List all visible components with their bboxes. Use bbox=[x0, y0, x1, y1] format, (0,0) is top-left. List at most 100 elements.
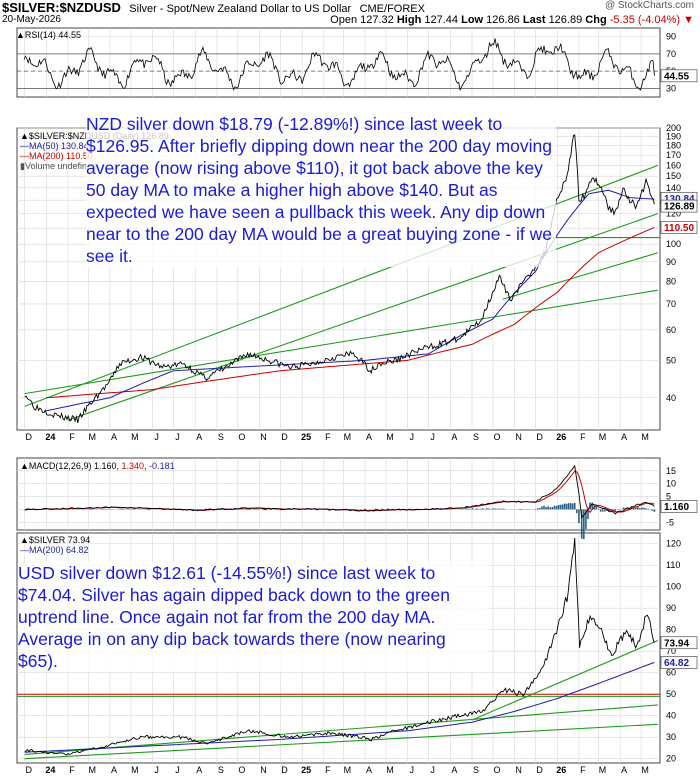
x-tick-label: J bbox=[154, 432, 159, 442]
macd-histogram-bar bbox=[565, 503, 568, 510]
macd-tick-label: 5 bbox=[666, 492, 671, 502]
macd-histogram-bar bbox=[578, 509, 580, 524]
x-tick-label: M bbox=[641, 432, 649, 442]
ma200-value-label-box bbox=[660, 221, 698, 234]
macd-histogram-bar bbox=[355, 509, 358, 510]
rsi-panel bbox=[16, 27, 661, 98]
ma200-value-label: 110.50 bbox=[664, 223, 694, 234]
nzd-annotation: NZD silver down $18.79 (-12.89%!) since … bbox=[86, 113, 556, 267]
symbol: $SILVER:$NZDUSD bbox=[2, 0, 121, 15]
macd-tick-label: 10 bbox=[666, 479, 676, 489]
x-tick-label: A bbox=[366, 765, 372, 775]
macd-histogram-bar bbox=[553, 505, 556, 510]
x-tick-label: S bbox=[473, 765, 479, 775]
x-tick-label: O bbox=[493, 765, 500, 775]
ma200-line bbox=[46, 226, 655, 399]
macd-histogram-bar bbox=[632, 508, 635, 510]
macd-histogram-bar bbox=[244, 508, 247, 510]
macd-icon: ▲ bbox=[20, 461, 29, 471]
main-tick-label: 80 bbox=[666, 277, 676, 287]
x-tick-label: J bbox=[409, 765, 414, 775]
macd-histogram-bar bbox=[576, 509, 578, 514]
price-value-label: 126.89 bbox=[664, 202, 695, 213]
main-tick-label: 120 bbox=[666, 209, 681, 219]
macd-histogram-bar bbox=[450, 508, 453, 510]
low-value: 126.86 bbox=[486, 14, 520, 26]
usd-legend-symbol: ▲$SILVER 73.94 bbox=[20, 535, 91, 545]
macd-legend: ▲MACD(12,26,9) 1.160, 1.340, -0.181 bbox=[20, 461, 175, 471]
macd-histogram-bar bbox=[603, 509, 606, 512]
ohlc-readout: Open 127.32 High 127.44 Low 126.86 Last … bbox=[330, 14, 694, 26]
macd-histogram-bar bbox=[626, 507, 629, 510]
macd-histogram-bar bbox=[547, 506, 549, 510]
x-tick-label: N bbox=[515, 765, 522, 775]
rsi-value-label-box bbox=[660, 69, 698, 83]
trend-line bbox=[24, 289, 658, 395]
chart-date: 20-May-2026 bbox=[2, 14, 61, 25]
usd-ma200-value-label: 64.82 bbox=[664, 658, 689, 669]
x-tick-label: A bbox=[621, 765, 627, 775]
main-tick-label: 180 bbox=[666, 141, 681, 151]
macd-histogram-bar bbox=[492, 508, 494, 510]
macd-histogram-bar bbox=[580, 509, 583, 539]
main-legend-ma50: —MA(50) 130.84 bbox=[20, 141, 89, 151]
x-tick-label: A bbox=[451, 765, 457, 775]
main-tick-label: 160 bbox=[666, 160, 681, 170]
main-legend-ma200: —MA(200) 110.50 bbox=[20, 151, 93, 161]
macd-histogram-bar bbox=[567, 503, 570, 510]
macd-histogram-bar bbox=[486, 508, 488, 510]
usd-tick-label: 80 bbox=[666, 625, 676, 635]
macd-histogram-bar bbox=[622, 507, 625, 510]
macd-histogram-bar bbox=[538, 508, 541, 510]
macd-histogram-bar bbox=[471, 508, 474, 510]
macd-histogram-bar bbox=[551, 507, 554, 510]
rsi-tick-label: 90 bbox=[666, 32, 676, 42]
x-tick-label: O bbox=[238, 432, 245, 442]
macd-histogram-bar bbox=[496, 508, 498, 510]
x-tick-label: M bbox=[386, 765, 394, 775]
x-tick-label: 26 bbox=[556, 765, 566, 775]
x-tick-label: O bbox=[493, 432, 500, 442]
macd-histogram-bar bbox=[557, 505, 560, 510]
macd-histogram-bar bbox=[563, 503, 566, 510]
macd-histogram-bar bbox=[569, 503, 572, 510]
macd-histogram-bar bbox=[599, 509, 602, 512]
x-tick-label: F bbox=[69, 432, 75, 442]
macd-histogram-bar bbox=[608, 509, 610, 512]
x-tick-label: 25 bbox=[301, 432, 311, 442]
x-tick-label: J bbox=[175, 765, 180, 775]
usd-legend-ma200: —MA(200) 64.82 bbox=[20, 545, 89, 555]
x-tick-label: F bbox=[325, 432, 331, 442]
x-tick-label: D bbox=[281, 765, 288, 775]
macd-histogram-bar bbox=[561, 504, 564, 510]
macd-histogram-bar bbox=[481, 508, 484, 510]
usd-price-line bbox=[24, 537, 655, 756]
usd-ma200-line bbox=[24, 661, 655, 753]
macd-histogram-bar bbox=[637, 506, 639, 510]
x-tick-label: N bbox=[260, 765, 267, 775]
main-tick-label: 70 bbox=[666, 299, 676, 309]
usd-annotation: USD silver down $12.61 (-14.55%!) since … bbox=[18, 562, 488, 672]
x-tick-label: S bbox=[218, 432, 224, 442]
x-tick-label: D bbox=[536, 765, 543, 775]
watermark: @ StockCharts.com bbox=[604, 0, 694, 11]
macd-histogram-bar bbox=[387, 508, 390, 510]
usd-tick-label: 100 bbox=[666, 582, 681, 592]
macd-histogram-bar bbox=[549, 507, 552, 510]
macd-histogram-bar bbox=[255, 508, 257, 510]
x-tick-label: M bbox=[89, 432, 97, 442]
usd-trend-line bbox=[24, 704, 658, 755]
main-tick-label: 90 bbox=[666, 257, 676, 267]
x-tick-label: F bbox=[580, 432, 586, 442]
x-tick-label: J bbox=[430, 432, 435, 442]
macd-histogram-bar bbox=[559, 504, 562, 510]
macd-histogram-bar bbox=[502, 508, 505, 510]
x-tick-label: M bbox=[599, 432, 607, 442]
main-tick-label: 170 bbox=[666, 150, 681, 160]
macd-histogram-bar bbox=[583, 509, 585, 540]
macd-histogram-bar bbox=[381, 508, 383, 510]
macd-histogram-bar bbox=[541, 506, 543, 510]
high-value: 127.44 bbox=[424, 14, 459, 26]
x-tick-label: A bbox=[111, 432, 117, 442]
macd-histogram-bar bbox=[643, 507, 645, 510]
